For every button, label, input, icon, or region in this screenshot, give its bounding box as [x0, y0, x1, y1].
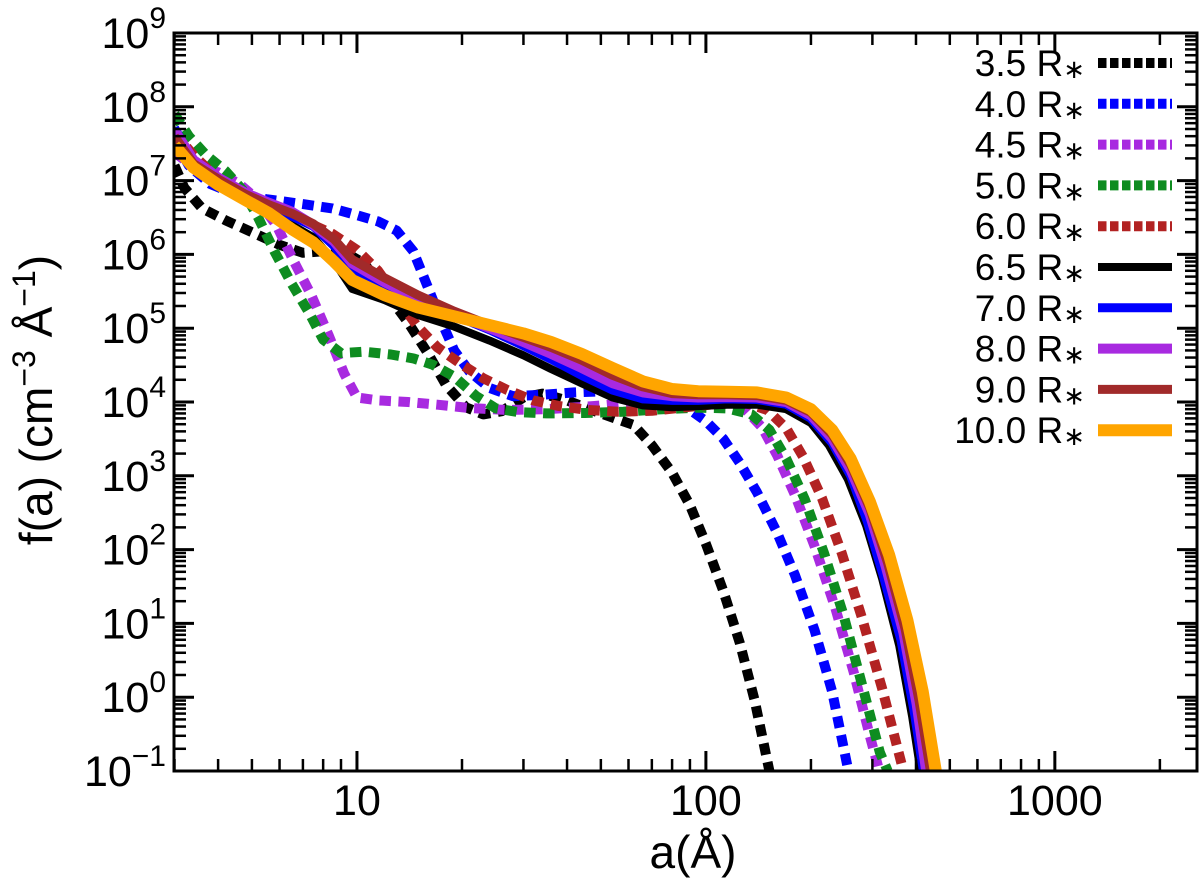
y-tick-label: 103: [101, 445, 166, 501]
legend-label: 8.0 R∗: [975, 329, 1085, 370]
legend-label: 4.0 R∗: [975, 84, 1085, 125]
series-10-0-r∗: [175, 141, 942, 770]
y-tick-label: 107: [101, 150, 166, 206]
y-tick-label: 10−1: [84, 740, 166, 796]
y-tick-label: 100: [101, 666, 166, 722]
x-tick-label: 100: [670, 777, 742, 825]
y-tick-label: 102: [101, 519, 166, 575]
legend-label: 5.0 R∗: [975, 165, 1085, 206]
y-tick-label: 101: [101, 592, 166, 648]
legend-label: 6.0 R∗: [975, 206, 1085, 247]
legend-label: 3.5 R∗: [975, 43, 1085, 84]
y-tick-label: 106: [101, 223, 166, 279]
y-tick-label: 108: [101, 76, 166, 132]
y-tick-label: 105: [101, 297, 166, 353]
legend-label: 7.0 R∗: [975, 288, 1085, 329]
series-4-0-r∗: [175, 137, 854, 770]
legend-label: 4.5 R∗: [975, 125, 1085, 166]
series-5-0-r∗: [175, 111, 893, 770]
x-axis-ticks: [173, 33, 1162, 771]
series-curves: [175, 111, 942, 770]
y-tick-label: 109: [101, 2, 166, 58]
y-axis-title: f(a) (cm−3 Å−1): [6, 255, 62, 545]
legend-label: 6.5 R∗: [975, 247, 1085, 288]
legend: 3.5 R∗4.0 R∗4.5 R∗5.0 R∗6.0 R∗6.5 R∗7.0 …: [954, 43, 1172, 451]
y-axis-ticks: [174, 31, 1197, 773]
x-axis-title: a(Å): [650, 826, 737, 878]
x-tick-labels: 10 100 1000: [333, 777, 1103, 825]
y-tick-label: 104: [101, 371, 166, 427]
series-3-5-r∗: [175, 163, 775, 770]
legend-label: 9.0 R∗: [975, 369, 1085, 410]
y-tick-labels: 109 108 107 106 105 104 103 102 101 100 10−1: [84, 2, 166, 796]
legend-label: 10.0 R∗: [954, 410, 1085, 451]
x-tick-label: 10: [333, 777, 381, 825]
x-tick-label: 1000: [1007, 777, 1103, 825]
